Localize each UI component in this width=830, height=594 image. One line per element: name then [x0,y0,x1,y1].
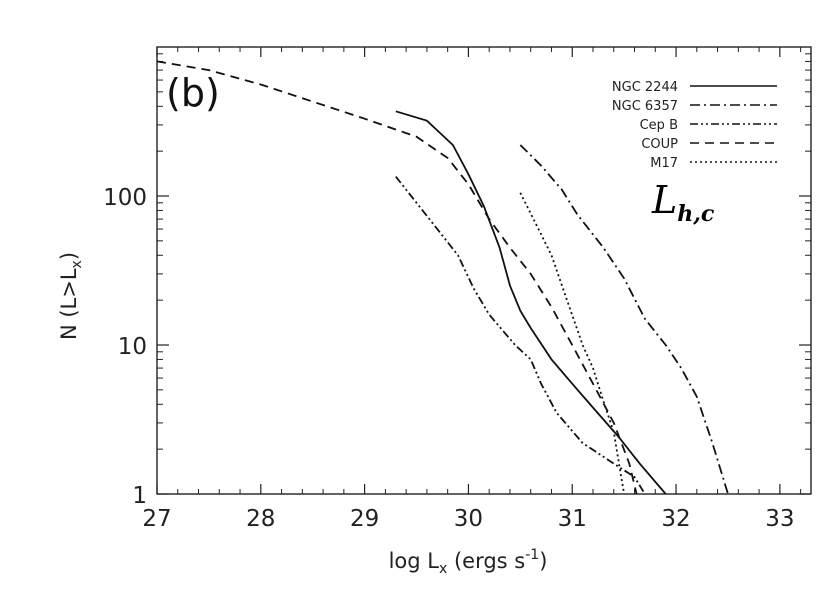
series-line-ngc-2244 [395,110,667,495]
legend-label: NGC 2244 [612,80,678,95]
y-tick-label: 1 [132,483,147,509]
annotation-main: L [651,178,677,222]
legend-label: Cep B [640,118,678,133]
y-axis-label-close: ) [57,252,81,260]
y-axis-label: N (L>Lx) [57,252,85,340]
x-tick-label: 30 [454,506,483,532]
series-line-coup [156,60,638,495]
series-lines [156,60,729,495]
x-axis-label: log Lx (ergs s-1) [389,547,548,577]
y-axis-label-prefix: N (L>L [57,268,81,340]
x-axis-label-subscript: x [439,561,447,577]
legend-label: COUP [641,137,678,152]
legend-label: M17 [650,156,678,171]
x-tick-label: 27 [142,506,171,532]
series-line-cep-b [395,176,646,495]
legend-label: NGC 6357 [612,99,678,114]
y-tick-label: 10 [118,334,147,360]
x-tick-label: 31 [558,506,587,532]
x-tick-label: 29 [350,506,379,532]
x-axis-label-superscript: -1 [525,547,539,563]
x-axis-label-suffix: (ergs s [447,549,525,573]
legend: NGC 2244 NGC 6357 Cep B COUP M17 [612,80,777,171]
y-tick-labels: 1 10 100 [103,185,147,509]
y-tick-label: 100 [103,185,147,211]
annotation-label: Lh,c [651,178,715,227]
x-axis-label-close: ) [539,549,547,573]
x-tick-labels: 27 28 29 30 31 32 33 [142,506,794,532]
x-tick-label: 33 [765,506,794,532]
y-axis-label-subscript: x [69,260,85,268]
series-line-ngc-6357 [519,144,729,495]
annotation-sub: h,c [677,201,715,227]
x-tick-label: 32 [661,506,690,532]
x-axis-label-prefix: log L [389,549,440,573]
plot-frame [156,46,812,495]
axis-ticks [156,47,811,495]
panel-label: (b) [166,71,220,115]
x-tick-label: 28 [246,506,275,532]
